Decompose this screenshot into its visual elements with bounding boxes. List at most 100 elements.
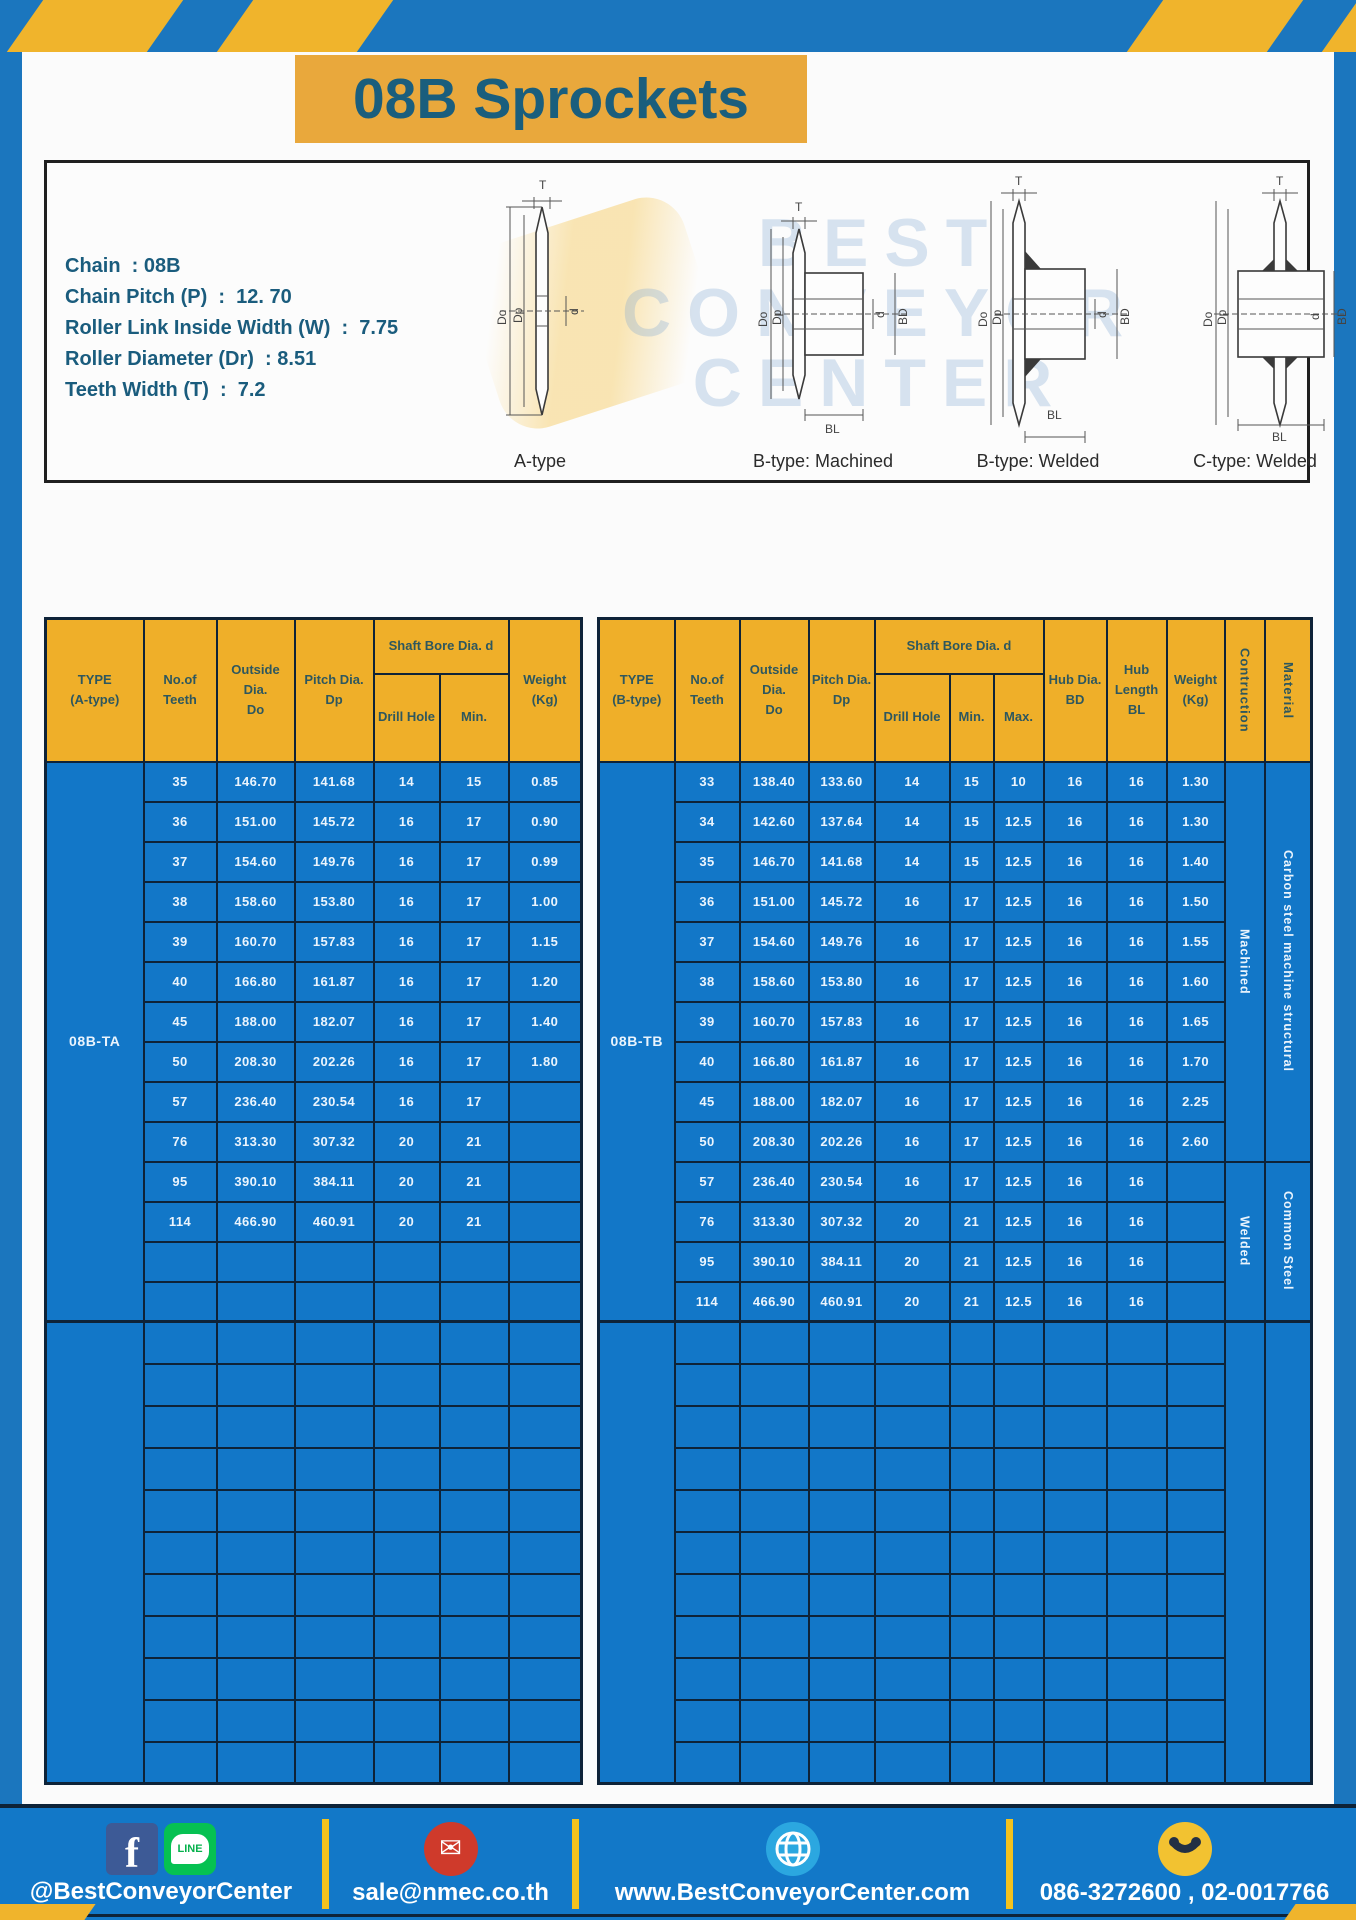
table-cell <box>293 1280 375 1323</box>
table-cell <box>293 1362 375 1407</box>
table-cell <box>807 1320 876 1365</box>
table-cell <box>1042 1740 1108 1785</box>
table-cell: 17 <box>948 1040 995 1083</box>
table-cell: 20 <box>873 1240 951 1283</box>
column-header: Outside Dia. Do <box>738 617 810 763</box>
table-cell: 16 <box>1105 1280 1168 1323</box>
table-cell <box>873 1530 951 1575</box>
table-cell: 15 <box>948 840 995 883</box>
table-cell: 137.64 <box>807 800 876 843</box>
table-cell <box>873 1320 951 1365</box>
line-bubble: LINE <box>171 1833 209 1864</box>
table-cell <box>293 1740 375 1785</box>
svg-text:Dp: Dp <box>770 309 784 325</box>
footer-social[interactable]: f LINE @BestConveyorCenter <box>0 1808 322 1920</box>
material-cell: Common Steel <box>1263 1160 1313 1323</box>
table-cell: 16 <box>1105 1120 1168 1163</box>
table-cell <box>807 1740 876 1785</box>
table-cell <box>807 1404 876 1449</box>
table-cell <box>438 1740 510 1785</box>
table-cell <box>992 1614 1045 1659</box>
column-header: Outside Dia. Do <box>215 617 296 763</box>
table-cell: 21 <box>948 1280 995 1323</box>
table-cell <box>1165 1572 1226 1617</box>
table-cell <box>293 1614 375 1659</box>
phone-text[interactable]: 086-3272600 , 02-0017766 <box>1039 1878 1330 1906</box>
table-cell <box>1165 1362 1226 1407</box>
table-cell: 166.80 <box>215 960 296 1003</box>
table-cell: 20 <box>372 1200 441 1243</box>
table-cell <box>507 1572 583 1617</box>
table-cell <box>438 1530 510 1575</box>
table-cell: 166.80 <box>738 1040 810 1083</box>
table-cell <box>873 1404 951 1449</box>
table-cell: 12.5 <box>992 1040 1045 1083</box>
table-cell <box>1105 1488 1168 1533</box>
table-cell: 35 <box>673 840 741 883</box>
table-cell <box>1105 1614 1168 1659</box>
table-cell: 2.60 <box>1165 1120 1226 1163</box>
table-cell <box>992 1740 1045 1785</box>
table-cell <box>372 1614 441 1659</box>
table-cell: 45 <box>142 1000 218 1043</box>
table-cell: 114 <box>142 1200 218 1243</box>
table-cell: 138.40 <box>738 760 810 803</box>
footer-phone[interactable]: 086-3272600 , 02-0017766 <box>1013 1808 1356 1920</box>
table-cell <box>1165 1404 1226 1449</box>
construction-cell: Welded <box>1223 1160 1266 1323</box>
svg-text:d: d <box>873 311 887 318</box>
table-cell <box>438 1572 510 1617</box>
table-cell: 230.54 <box>807 1160 876 1203</box>
social-handle[interactable]: @BestConveyorCenter <box>29 1877 293 1905</box>
table-cell: 12.5 <box>992 920 1045 963</box>
table-cell <box>372 1740 441 1785</box>
table-cell <box>807 1530 876 1575</box>
footer-email[interactable]: ✉ sale@nmec.co.th <box>329 1808 572 1920</box>
table-cell: 149.76 <box>293 840 375 883</box>
a-type-table: TYPE (A-type) No.of Teeth Outside Dia. Do P… <box>44 617 583 1785</box>
table-cell: 158.60 <box>738 960 810 1003</box>
column-header: Contruction <box>1223 617 1266 763</box>
footer-website[interactable]: www.BestConveyorCenter.com <box>579 1808 1006 1920</box>
table-cell <box>673 1698 741 1743</box>
line-icon[interactable]: LINE <box>164 1822 216 1875</box>
table-cell: 17 <box>948 880 995 923</box>
svg-text:d: d <box>1095 311 1109 318</box>
footer-divider <box>322 1819 329 1909</box>
diagram-caption-b-machined: B-type: Machined <box>752 451 894 471</box>
globe-icon[interactable] <box>765 1821 820 1876</box>
hazard-stripe <box>0 1904 96 1920</box>
table-cell: 114 <box>673 1280 741 1323</box>
table-cell: 95 <box>673 1240 741 1283</box>
email-text[interactable]: sale@nmec.co.th <box>352 1878 549 1906</box>
table-cell <box>1105 1362 1168 1407</box>
email-icon[interactable]: ✉ <box>423 1821 478 1876</box>
table-cell: 16 <box>1105 800 1168 843</box>
svg-text:BD: BD <box>1118 308 1132 325</box>
table-cell <box>673 1740 741 1785</box>
table-cell: 12.5 <box>992 1160 1045 1203</box>
table-cell: 16 <box>1105 840 1168 883</box>
table-cell: 384.11 <box>807 1240 876 1283</box>
table-cell: 313.30 <box>215 1120 296 1163</box>
table-cell: 16 <box>1105 1040 1168 1083</box>
column-header: Pitch Dia. Dp <box>293 617 375 763</box>
table-cell: 202.26 <box>293 1040 375 1083</box>
table-cell: 17 <box>438 920 510 963</box>
table-cell: 16 <box>1042 1040 1108 1083</box>
table-cell <box>438 1404 510 1449</box>
table-cell: 16 <box>1042 1280 1108 1323</box>
phone-icon[interactable] <box>1157 1821 1212 1876</box>
table-cell: 153.80 <box>293 880 375 923</box>
table-cell: 0.85 <box>507 760 583 803</box>
table-cell <box>507 1080 583 1123</box>
website-text[interactable]: www.BestConveyorCenter.com <box>614 1878 971 1906</box>
table-cell <box>372 1446 441 1491</box>
svg-text:Do: Do <box>1202 311 1215 327</box>
table-cell <box>372 1656 441 1701</box>
table-cell <box>948 1740 995 1785</box>
facebook-icon[interactable]: f <box>106 1822 158 1875</box>
table-cell <box>507 1280 583 1323</box>
table-cell <box>738 1614 810 1659</box>
column-header: No.of Teeth <box>142 617 218 763</box>
